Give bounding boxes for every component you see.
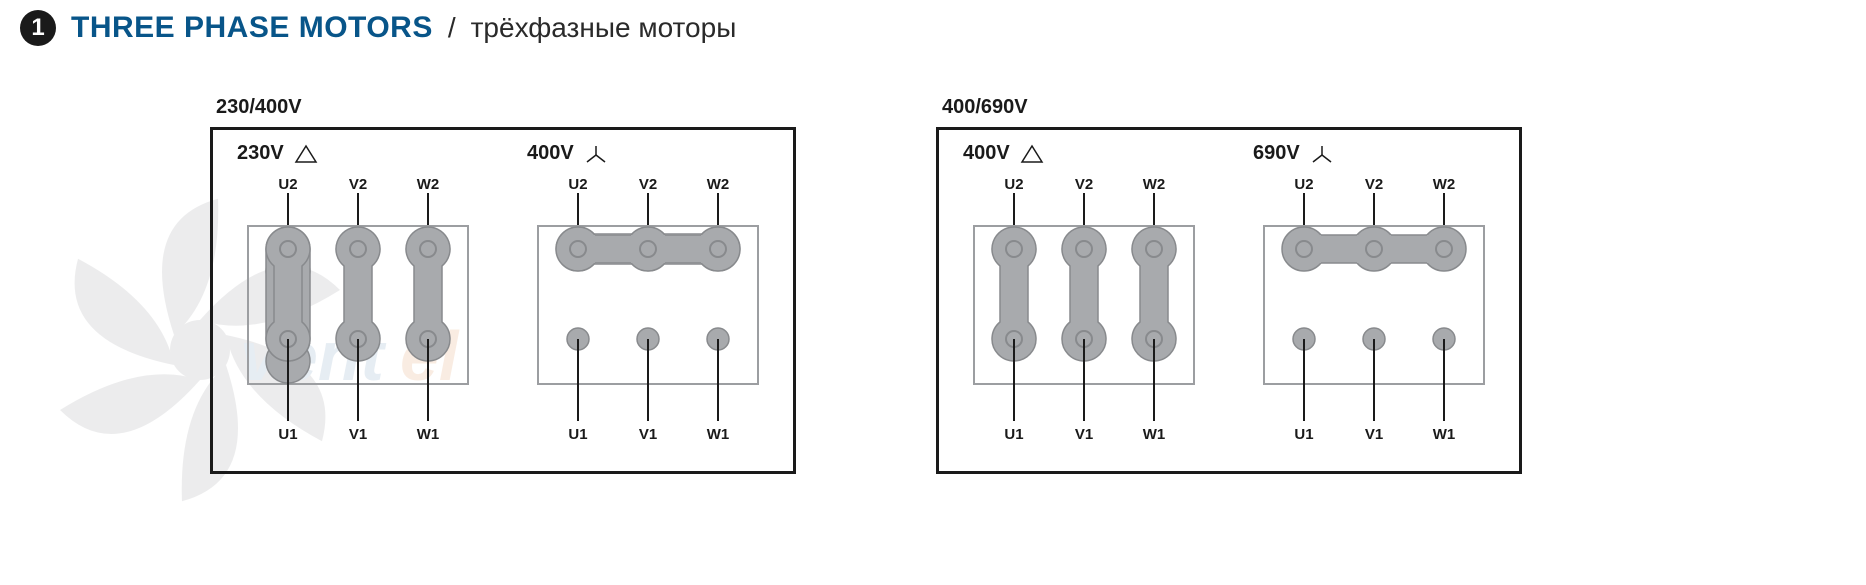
section-number: 1 [31, 14, 44, 42]
label-u2: U2 [568, 176, 587, 193]
label-w1: W1 [1433, 426, 1456, 443]
label-u2: U2 [278, 176, 297, 193]
group-box: 230V U2 V2 W2 [210, 127, 796, 474]
title-english: THREE PHASE MOTORS [71, 11, 433, 45]
diagram-400v-star: 400V U2 V2 W2 [523, 142, 773, 451]
group-title: 400/690V [936, 96, 1522, 119]
label-v2: V2 [349, 176, 367, 193]
label-w2: W2 [1433, 176, 1456, 193]
diagram-230v-delta: 230V U2 V2 W2 [233, 142, 483, 451]
sub-header: 400V [959, 142, 1044, 165]
terminal-diagram-delta: U2 V2 W2 [959, 171, 1209, 451]
delta-symbol-icon [294, 144, 318, 164]
label-w1: W1 [1143, 426, 1166, 443]
diagram-690v-star: 690V U2 V2 W2 [1249, 142, 1499, 451]
label-w2: W2 [707, 176, 730, 193]
star-symbol-icon [1310, 144, 1334, 164]
label-w1: W1 [707, 426, 730, 443]
label-v1: V1 [1365, 426, 1383, 443]
section-number-bullet: 1 [20, 10, 56, 46]
diagram-group-400-690: 400/690V 400V U2 V2 W2 [936, 96, 1522, 474]
delta-symbol-icon [1020, 144, 1044, 164]
group-title: 230/400V [210, 96, 796, 119]
diagram-group-230-400: 230/400V 230V U2 V2 W2 [210, 96, 796, 474]
voltage-label: 400V [963, 142, 1010, 165]
label-w1: W1 [417, 426, 440, 443]
title-russian: трёхфазные моторы [471, 12, 737, 44]
diagram-400v-delta: 400V U2 V2 W2 [959, 142, 1209, 451]
voltage-label: 230V [237, 142, 284, 165]
terminal-diagram-star: U2 V2 W2 [523, 171, 773, 451]
title-separator: / [448, 12, 456, 44]
group-box: 400V U2 V2 W2 [936, 127, 1522, 474]
label-u1: U1 [1294, 426, 1313, 443]
section-header: 1 THREE PHASE MOTORS / трёхфазные моторы [0, 0, 1866, 66]
sub-header: 230V [233, 142, 318, 165]
label-u1: U1 [278, 426, 297, 443]
sub-header: 400V [523, 142, 608, 165]
voltage-label: 400V [527, 142, 574, 165]
voltage-label: 690V [1253, 142, 1300, 165]
label-v2: V2 [1365, 176, 1383, 193]
sub-header: 690V [1249, 142, 1334, 165]
label-v2: V2 [1075, 176, 1093, 193]
terminal-diagram-delta: U2 V2 W2 [233, 171, 483, 451]
label-v1: V1 [1075, 426, 1093, 443]
label-u1: U1 [1004, 426, 1023, 443]
label-u2: U2 [1294, 176, 1313, 193]
label-w2: W2 [1143, 176, 1166, 193]
label-v1: V1 [639, 426, 657, 443]
label-v1: V1 [349, 426, 367, 443]
label-u2: U2 [1004, 176, 1023, 193]
terminal-diagram-star: U2 V2 W2 [1249, 171, 1499, 451]
diagrams-container: 230/400V 230V U2 V2 W2 [0, 66, 1866, 474]
label-v2: V2 [639, 176, 657, 193]
label-u1: U1 [568, 426, 587, 443]
star-symbol-icon [584, 144, 608, 164]
label-w2: W2 [417, 176, 440, 193]
